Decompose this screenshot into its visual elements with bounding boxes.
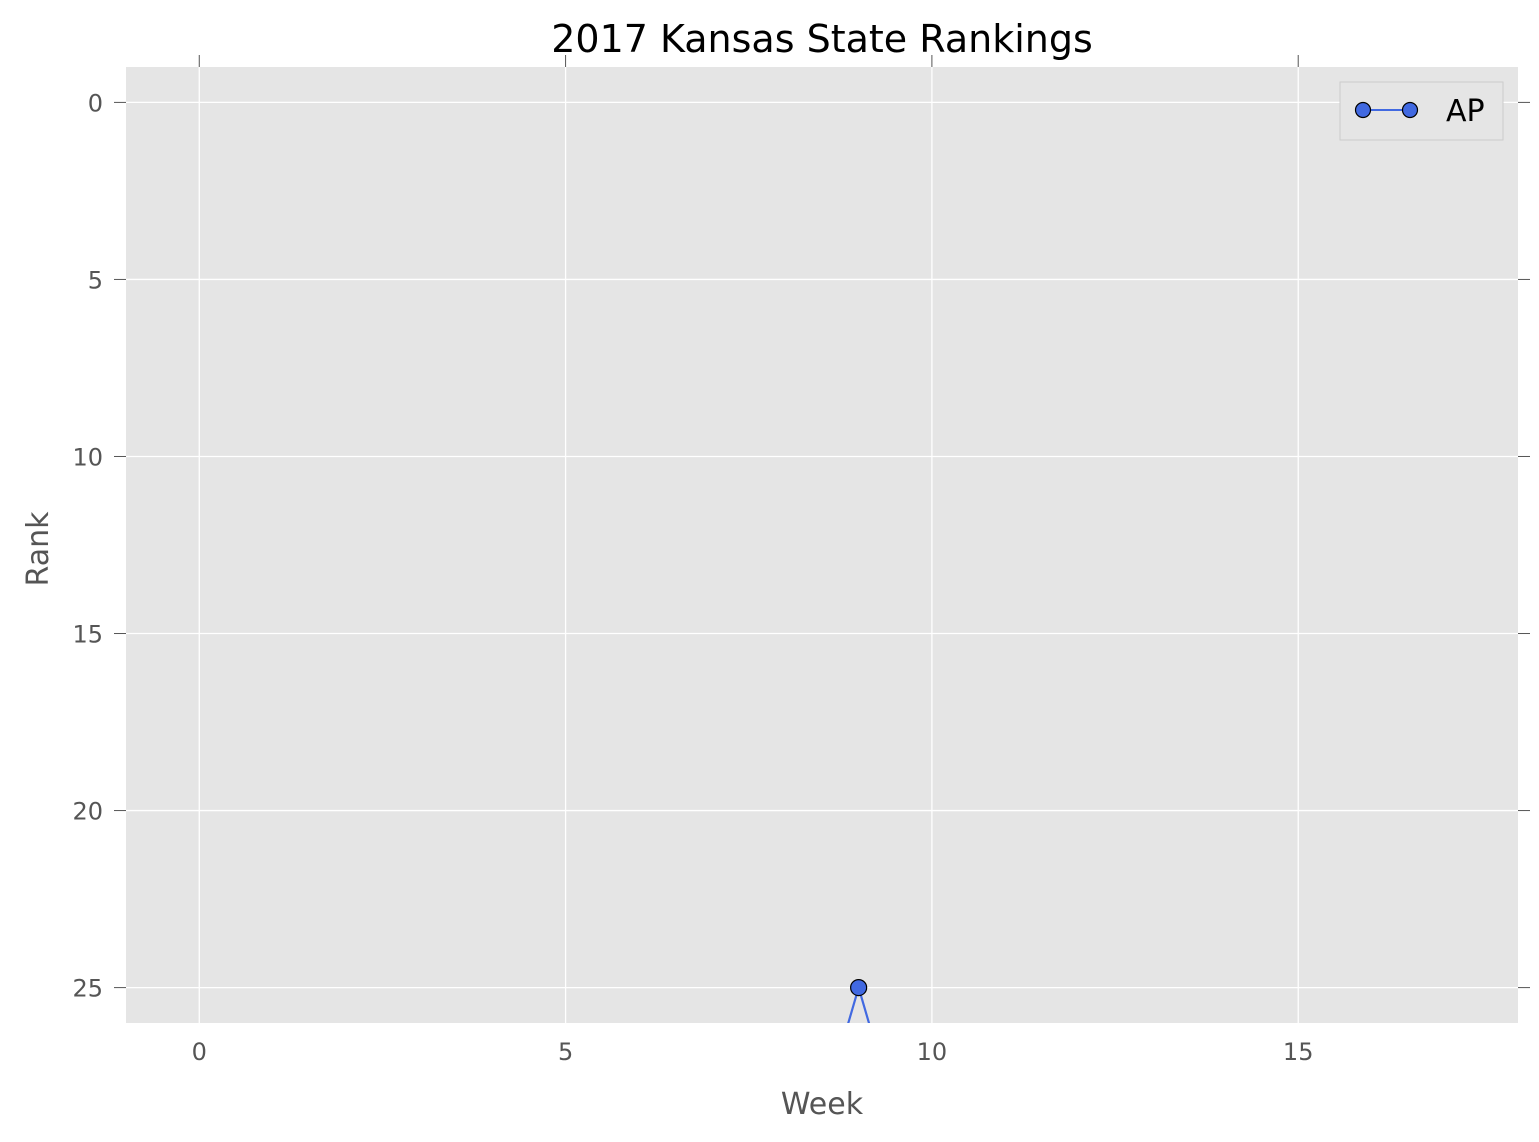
y-tick-label: 15	[72, 621, 103, 649]
y-tick-label: 20	[72, 798, 103, 826]
series-layer	[847, 978, 871, 1023]
legend-marker-left	[1354, 101, 1372, 119]
y-axis-label: Rank	[21, 511, 56, 587]
legend-label-ap: AP	[1446, 94, 1485, 129]
data-point-ap	[850, 978, 868, 997]
y-tick-label: 10	[72, 443, 103, 471]
x-tick-label: 10	[917, 1038, 948, 1066]
legend: AP	[1339, 81, 1504, 141]
gridlines	[126, 67, 1518, 1023]
y-tick-label: 25	[72, 975, 103, 1003]
x-tick-label: 15	[1283, 1038, 1314, 1066]
chart-title: 2017 Kansas State Rankings	[551, 17, 1093, 61]
y-tick-label: 5	[88, 266, 103, 294]
axis-ticks: 0 5 10 15 0 5 10 15 20 25	[72, 55, 1530, 1066]
x-axis-label: Week	[781, 1087, 864, 1122]
x-tick-label: 0	[192, 1038, 207, 1066]
legend-marker-right	[1401, 101, 1419, 119]
plot-area	[126, 67, 1518, 1023]
x-tick-label: 5	[558, 1038, 573, 1066]
y-tick-label: 0	[88, 89, 103, 117]
